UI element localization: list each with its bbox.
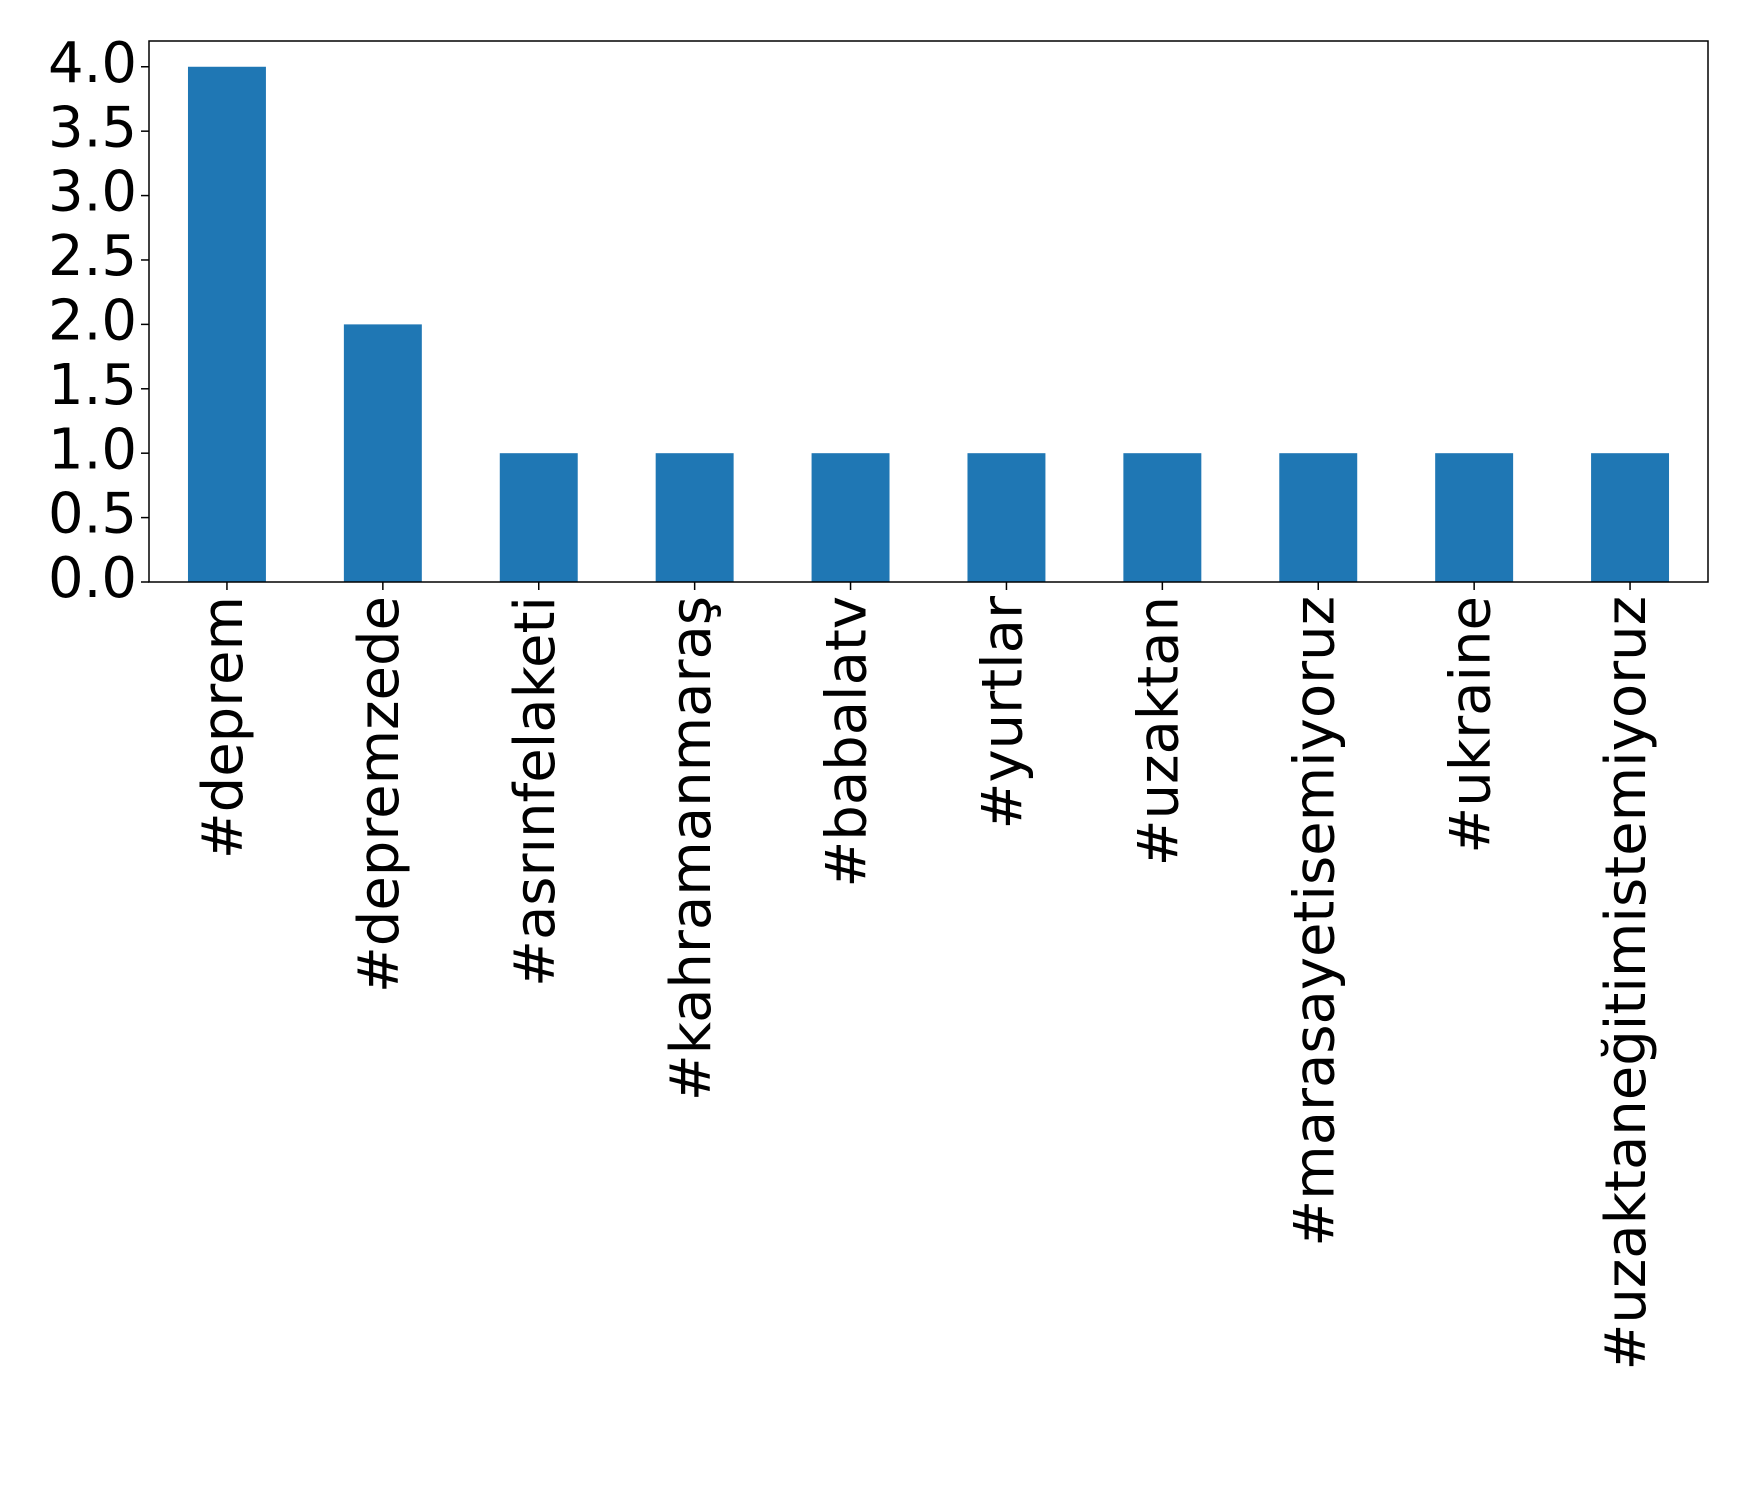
y-tick-label: 1.5 xyxy=(48,353,137,418)
y-tick-label: 1.0 xyxy=(48,417,137,482)
x-tick-label: #uzaktan xyxy=(1126,596,1191,866)
bar xyxy=(1279,453,1358,582)
x-tick-label: #marasayetisemiyoruz xyxy=(1282,596,1347,1247)
bar xyxy=(499,453,578,582)
x-tick-label: #kahramanmaraş xyxy=(659,596,724,1101)
bar xyxy=(1591,453,1670,582)
bar xyxy=(187,66,266,582)
x-tick-label: #deprem xyxy=(191,596,256,859)
bar xyxy=(811,453,890,582)
bar xyxy=(1123,453,1202,582)
x-tick-label: #yurtlar xyxy=(971,595,1036,829)
x-tick-label: #ukraine xyxy=(1438,596,1503,854)
y-tick-label: 4.0 xyxy=(48,31,137,96)
x-tick-label: #uzaktaneğitimistemiyoruz xyxy=(1594,596,1659,1371)
bar xyxy=(655,453,734,582)
bar xyxy=(343,324,422,582)
bar xyxy=(1435,453,1514,582)
plot-frame xyxy=(148,40,1709,583)
y-tick-label: 3.5 xyxy=(48,95,137,160)
y-tick-label: 2.0 xyxy=(48,289,137,354)
y-tick-label: 2.5 xyxy=(48,224,137,289)
x-tick-label: #asrınfelaketi xyxy=(503,596,568,987)
y-tick-label: 0.5 xyxy=(48,482,137,547)
y-tick-label: 3.0 xyxy=(48,160,137,225)
x-tick-label: #babalatv xyxy=(815,596,880,888)
x-tick-label: #depremzede xyxy=(347,596,412,993)
bar xyxy=(967,453,1046,582)
y-tick-label: 0.0 xyxy=(48,546,137,611)
